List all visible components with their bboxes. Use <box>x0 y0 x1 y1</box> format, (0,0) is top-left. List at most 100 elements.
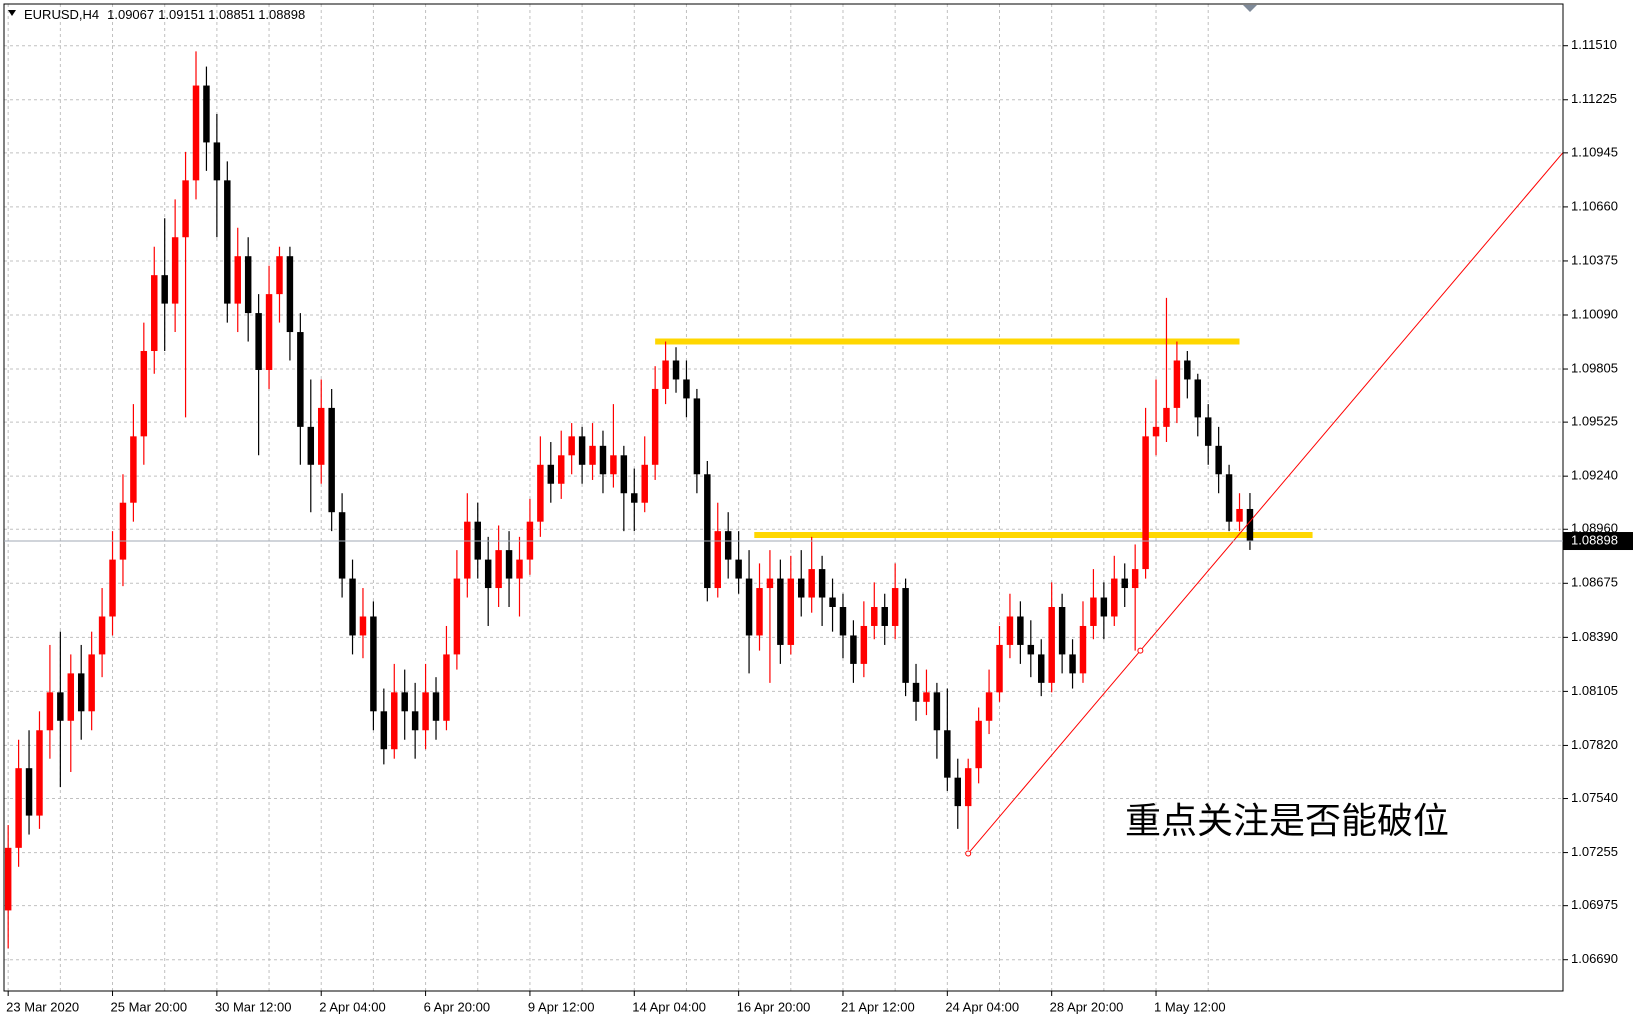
shift-marker[interactable] <box>1243 5 1257 12</box>
header: EURUSD,H4 1.09067 1.09151 1.08851 1.08898 <box>24 7 305 22</box>
candle-body <box>328 407 335 513</box>
y-tick-label: 1.08960 <box>1571 521 1618 536</box>
y-tick-label: 1.11225 <box>1571 91 1617 106</box>
candle-body <box>641 464 648 503</box>
open: 1.09067 <box>107 7 154 22</box>
x-tick-label: 24 Apr 04:00 <box>945 999 1019 1014</box>
candle-body <box>1111 578 1118 617</box>
candle-body <box>1090 597 1097 626</box>
x-tick-label: 23 Mar 2020 <box>6 999 79 1014</box>
candle-body <box>985 692 993 721</box>
candle-body <box>25 768 33 816</box>
candle-body <box>1100 597 1108 617</box>
trendline-anchor <box>1137 647 1144 654</box>
low: 1.08851 <box>208 7 255 22</box>
x-tick-label: 21 Apr 12:00 <box>841 999 915 1014</box>
trendline <box>967 152 1564 854</box>
candle-body <box>171 237 179 304</box>
menu-arrow[interactable] <box>8 10 16 16</box>
candle-body <box>391 692 398 750</box>
candle-body <box>1048 607 1055 683</box>
candle-body <box>192 85 200 181</box>
candle-body <box>923 692 930 702</box>
candle-body <box>317 407 325 465</box>
candle-body <box>338 512 346 579</box>
candle-body <box>36 730 43 816</box>
candle-body <box>631 493 638 503</box>
candle-body <box>495 550 502 589</box>
candle-body <box>15 768 22 848</box>
candle-body <box>662 360 669 389</box>
candle-body <box>1079 625 1087 674</box>
candle-body <box>67 673 75 721</box>
candle-body <box>130 436 137 503</box>
candle-body <box>234 256 241 304</box>
candle-body <box>140 351 148 437</box>
y-tick-label: 1.10660 <box>1571 198 1618 213</box>
candle-body <box>1017 616 1024 645</box>
candle-body <box>1194 379 1202 418</box>
candle-body <box>537 464 544 522</box>
candle-body <box>276 256 283 295</box>
candle-body <box>443 654 450 721</box>
candle-body <box>57 692 64 721</box>
candle-body <box>881 607 888 626</box>
candle-body <box>975 720 982 769</box>
candle-body <box>255 313 262 370</box>
x-tick-label: 30 Mar 12:00 <box>215 999 292 1014</box>
x-tick-label: 9 Apr 12:00 <box>528 999 595 1014</box>
y-tick-label: 1.09805 <box>1571 360 1618 375</box>
x-tick-label: 1 May 12:00 <box>1154 999 1226 1014</box>
trendline-anchor <box>965 850 972 857</box>
y-tick-label: 1.11510 <box>1571 37 1617 52</box>
plot-frame <box>3 3 1564 992</box>
candle-body <box>871 607 878 626</box>
y-tick-label: 1.07255 <box>1571 844 1618 859</box>
y-tick-label: 1.09240 <box>1571 468 1618 483</box>
price-label: 1.08898 <box>1571 532 1618 547</box>
candle-body <box>1058 607 1066 655</box>
y-tick-label: 1.07540 <box>1571 790 1618 805</box>
candle-body <box>724 531 732 560</box>
candle-body <box>1131 569 1139 589</box>
candle-body <box>151 275 158 352</box>
candle-body <box>547 464 555 484</box>
candle-body <box>620 455 628 494</box>
candle-body <box>777 578 784 645</box>
close: 1.08898 <box>258 7 305 22</box>
candle-body <box>161 275 168 304</box>
candle-body <box>756 588 763 636</box>
candle-body <box>714 531 721 589</box>
candle-body <box>432 692 440 721</box>
candle-body <box>1152 426 1160 437</box>
candle-body <box>1121 578 1128 589</box>
grid <box>4 4 1563 991</box>
candle-body <box>1173 360 1181 408</box>
candle-body <box>1006 616 1014 645</box>
candle-body <box>182 180 189 238</box>
candle-body <box>766 578 774 589</box>
candle-body <box>119 502 127 560</box>
candle-body <box>1236 508 1243 522</box>
x-tick-label: 2 Apr 04:00 <box>319 999 386 1014</box>
candle-body <box>88 654 95 712</box>
y-tick-label: 1.10090 <box>1571 306 1618 321</box>
candle-body <box>745 578 753 636</box>
candle-body <box>380 711 388 750</box>
candle-body <box>860 625 868 664</box>
candle-body <box>4 847 12 911</box>
candle-body <box>109 559 116 617</box>
y-tick-label: 1.10375 <box>1571 252 1618 267</box>
candle-body <box>964 768 972 807</box>
candle-body <box>839 607 847 636</box>
annotation: 重点关注是否能破位 <box>1125 801 1449 842</box>
candle-body <box>224 180 231 304</box>
candle-body <box>213 142 221 181</box>
candle-body <box>370 616 377 712</box>
y-tick-label: 1.10945 <box>1571 144 1618 159</box>
candle-body <box>996 644 1003 693</box>
y-tick-label: 1.06975 <box>1571 897 1618 912</box>
